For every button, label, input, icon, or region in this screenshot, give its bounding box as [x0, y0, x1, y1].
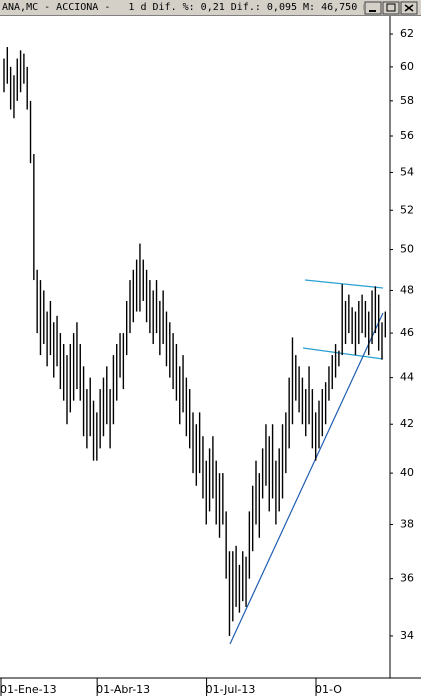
trend-line [229, 312, 384, 645]
y-tick-label: 58 [400, 94, 414, 107]
minimize-button[interactable] [364, 1, 382, 15]
x-tick-label: 01-O [315, 683, 342, 696]
channel-line-upper [304, 279, 384, 289]
y-tick-label: 52 [400, 203, 414, 216]
chart: 34 36 38 40 42 44 46 48 50 52 54 56 58 60 62 01-Ene-13 0… [0, 16, 421, 696]
close-button[interactable] [400, 1, 418, 15]
channel-line-lower [302, 347, 384, 360]
y-tick-label: 36 [400, 572, 414, 585]
title-bar: ANA,MC - ACCIONA - 1 d Dif. %: 0,21 Dif.… [0, 0, 421, 16]
y-tick-label: 40 [400, 466, 414, 479]
x-tick-label: 01-Jul-13 [206, 683, 256, 696]
y-tick-label: 34 [400, 629, 414, 642]
y-tick-label: 60 [400, 60, 414, 73]
window-buttons [364, 1, 418, 15]
x-tick-label: 01-Ene-13 [0, 683, 57, 696]
y-tick-label: 62 [400, 27, 414, 40]
y-tick-label: 38 [400, 518, 414, 531]
y-tick-label: 50 [400, 243, 414, 256]
chart-title: ANA,MC - ACCIONA - 1 d Dif. %: 0,21 Dif.… [2, 2, 364, 13]
y-tick-label: 56 [400, 129, 414, 142]
x-tick-label: 01-Abr-13 [96, 683, 150, 696]
y-tick-label: 54 [400, 165, 414, 178]
y-tick-label: 44 [400, 371, 414, 384]
maximize-button[interactable] [382, 1, 400, 15]
y-tick-label: 48 [400, 283, 414, 296]
y-tick-label: 46 [400, 326, 414, 339]
y-tick-label: 42 [400, 417, 414, 430]
